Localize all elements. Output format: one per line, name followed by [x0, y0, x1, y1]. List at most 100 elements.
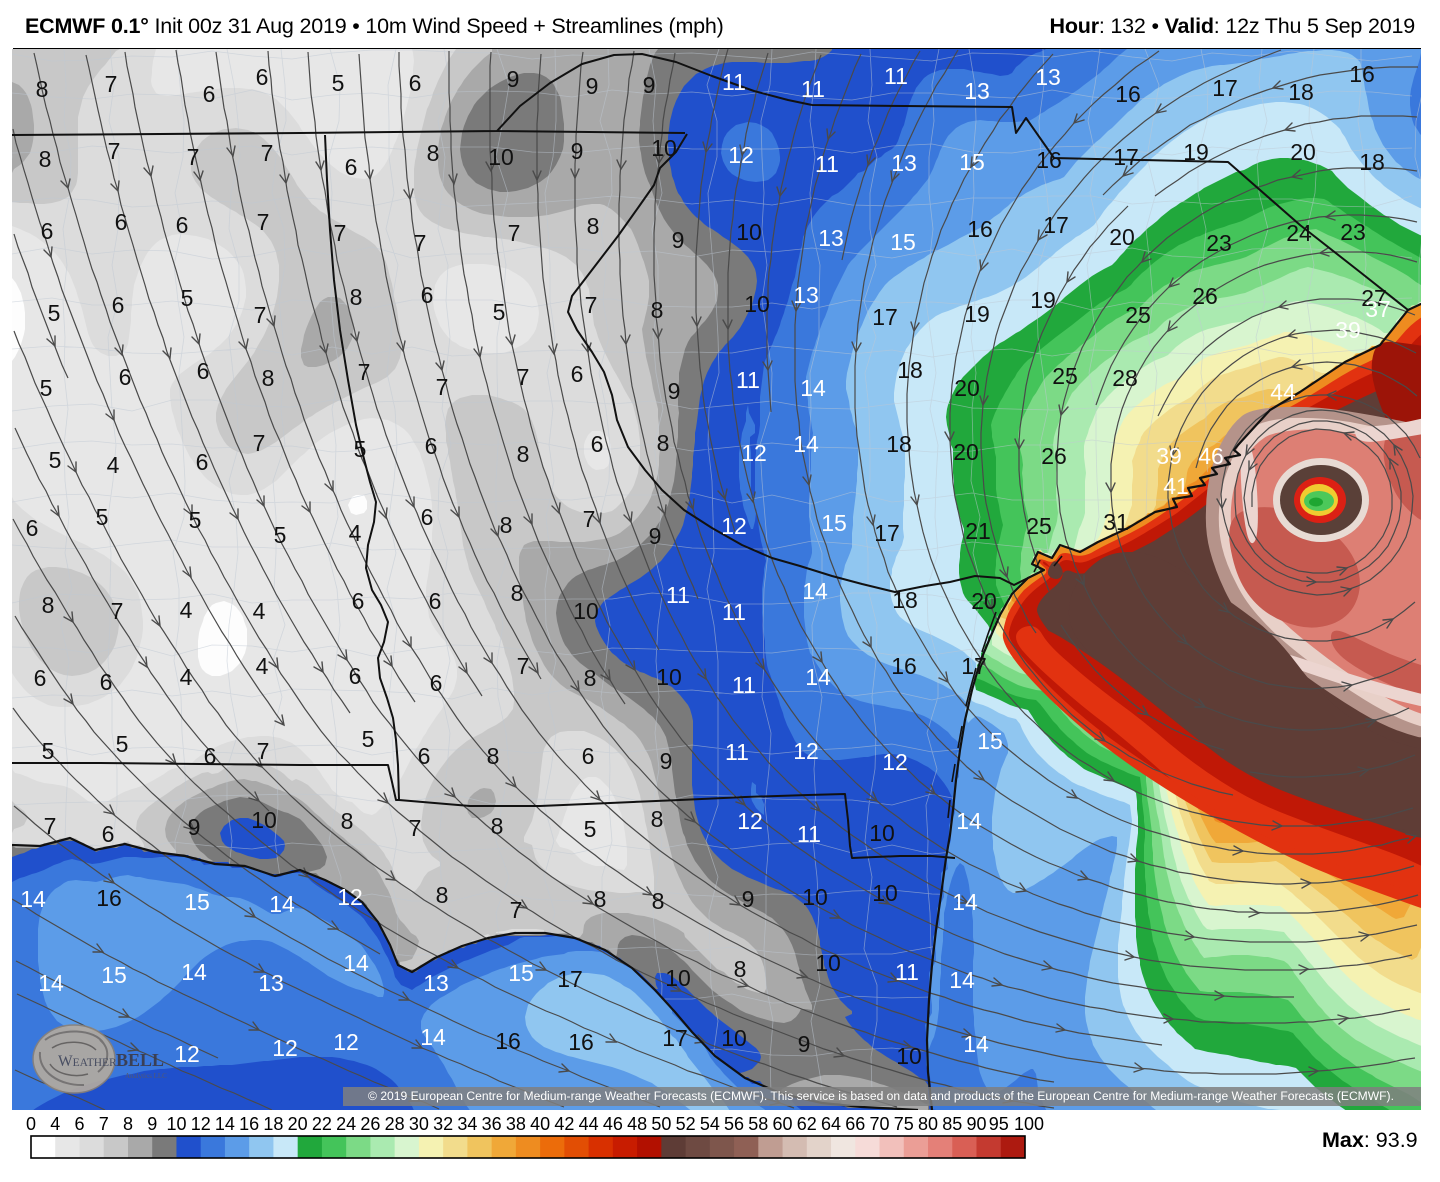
svg-text:15: 15	[959, 149, 985, 175]
svg-text:27: 27	[1361, 285, 1387, 311]
svg-text:8: 8	[657, 430, 670, 456]
svg-text:6: 6	[196, 449, 209, 475]
svg-text:8: 8	[491, 813, 504, 839]
svg-text:7: 7	[436, 374, 449, 400]
svg-text:7: 7	[508, 220, 521, 246]
svg-text:12: 12	[737, 808, 763, 834]
svg-text:8: 8	[511, 580, 524, 606]
svg-text:85: 85	[942, 1114, 962, 1134]
svg-text:15: 15	[890, 229, 916, 255]
svg-text:5: 5	[274, 522, 287, 548]
svg-text:ECMWF 0.1° Init 00z 31 Aug 201: ECMWF 0.1° Init 00z 31 Aug 2019 • 10m Wi…	[25, 14, 724, 38]
svg-text:10: 10	[166, 1114, 186, 1134]
svg-text:14: 14	[269, 891, 295, 917]
svg-text:25: 25	[1125, 302, 1151, 328]
svg-text:16: 16	[1115, 81, 1141, 107]
svg-text:37: 37	[1365, 296, 1391, 322]
svg-text:25: 25	[1026, 513, 1052, 539]
svg-text:5: 5	[42, 738, 55, 764]
svg-text:7: 7	[517, 653, 530, 679]
svg-text:18: 18	[897, 357, 923, 383]
svg-text:12: 12	[728, 142, 754, 168]
svg-text:14: 14	[805, 664, 831, 690]
svg-text:18: 18	[1288, 79, 1314, 105]
svg-text:14: 14	[952, 889, 978, 915]
svg-text:8: 8	[42, 592, 55, 618]
svg-text:39: 39	[1156, 443, 1182, 469]
svg-text:6: 6	[421, 504, 434, 530]
svg-text:60: 60	[773, 1114, 793, 1134]
svg-text:8: 8	[651, 806, 664, 832]
svg-text:7: 7	[254, 302, 267, 328]
svg-text:16: 16	[495, 1028, 521, 1054]
svg-text:7: 7	[583, 506, 596, 532]
svg-text:14: 14	[20, 886, 46, 912]
svg-text:8: 8	[36, 76, 49, 102]
svg-text:80: 80	[918, 1114, 938, 1134]
svg-text:14: 14	[793, 431, 819, 457]
svg-text:7: 7	[257, 738, 270, 764]
svg-text:28: 28	[1112, 365, 1138, 391]
svg-text:10: 10	[815, 950, 841, 976]
svg-text:WEATHER: WEATHER	[58, 1053, 117, 1070]
svg-text:BELL: BELL	[116, 1050, 164, 1070]
svg-text:20: 20	[1109, 224, 1135, 250]
svg-text:10: 10	[736, 219, 762, 245]
svg-text:Analytics LLC: Analytics LLC	[125, 1072, 167, 1080]
svg-text:7: 7	[585, 292, 598, 318]
svg-text:56: 56	[724, 1114, 744, 1134]
svg-text:62: 62	[797, 1114, 817, 1134]
svg-text:7: 7	[261, 140, 274, 166]
svg-text:8: 8	[517, 441, 530, 467]
svg-text:9: 9	[672, 227, 685, 253]
svg-text:6: 6	[100, 669, 113, 695]
svg-text:42: 42	[554, 1114, 574, 1134]
svg-text:16: 16	[967, 216, 993, 242]
svg-text:14: 14	[420, 1024, 446, 1050]
svg-text:11: 11	[722, 599, 746, 625]
svg-text:20: 20	[971, 588, 997, 614]
svg-text:9: 9	[668, 378, 681, 404]
svg-text:6: 6	[591, 431, 604, 457]
svg-text:11: 11	[801, 76, 825, 102]
svg-text:8: 8	[734, 956, 747, 982]
svg-text:9: 9	[507, 66, 520, 92]
svg-text:9: 9	[649, 523, 662, 549]
svg-text:8: 8	[262, 365, 275, 391]
svg-text:11: 11	[736, 367, 760, 393]
svg-text:6: 6	[26, 515, 39, 541]
svg-text:10: 10	[656, 664, 682, 690]
svg-text:28: 28	[385, 1114, 405, 1134]
svg-text:5: 5	[332, 70, 345, 96]
svg-text:17: 17	[874, 520, 900, 546]
svg-text:10: 10	[896, 1043, 922, 1069]
svg-text:10: 10	[251, 807, 277, 833]
svg-text:26: 26	[1192, 283, 1218, 309]
svg-text:70: 70	[870, 1114, 890, 1134]
svg-text:14: 14	[343, 950, 369, 976]
svg-text:100: 100	[1014, 1114, 1044, 1134]
svg-text:5: 5	[48, 300, 61, 326]
svg-text:30: 30	[409, 1114, 429, 1134]
svg-text:5: 5	[362, 726, 375, 752]
svg-text:10: 10	[651, 135, 677, 161]
svg-text:© 2019 European Centre for Med: © 2019 European Centre for Medium-range …	[368, 1089, 1394, 1103]
svg-text:8: 8	[651, 297, 664, 323]
svg-text:7: 7	[253, 430, 266, 456]
svg-text:17: 17	[1212, 75, 1238, 101]
svg-text:23: 23	[1340, 219, 1366, 245]
svg-text:6: 6	[421, 282, 434, 308]
svg-text:66: 66	[845, 1114, 865, 1134]
svg-text:11: 11	[666, 582, 690, 608]
svg-text:15: 15	[101, 962, 127, 988]
svg-text:17: 17	[557, 966, 583, 992]
svg-text:7: 7	[105, 71, 118, 97]
svg-text:12: 12	[174, 1041, 200, 1067]
svg-text:Max: 93.9: Max: 93.9	[1322, 1128, 1418, 1152]
svg-text:15: 15	[184, 889, 210, 915]
svg-text:16: 16	[1349, 61, 1375, 87]
svg-text:9: 9	[586, 73, 599, 99]
svg-text:12: 12	[882, 749, 908, 775]
svg-text:26: 26	[1041, 443, 1067, 469]
svg-text:90: 90	[966, 1114, 986, 1134]
